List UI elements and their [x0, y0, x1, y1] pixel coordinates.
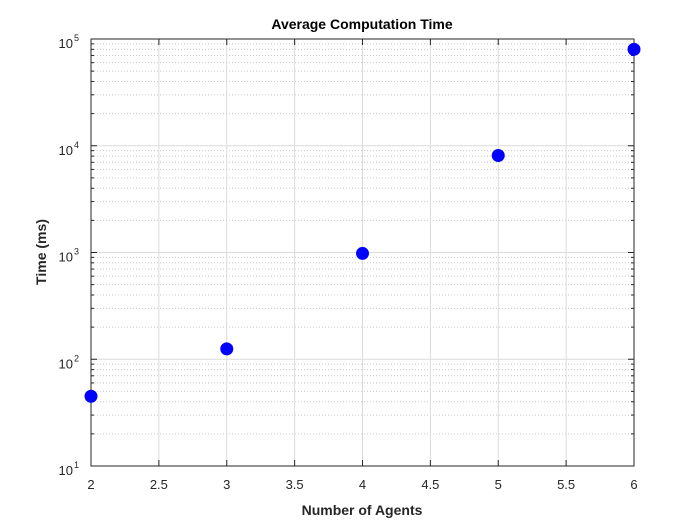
x-tick-label: 3.5 — [286, 477, 304, 492]
y-tick-exponent: 1 — [74, 460, 79, 470]
y-axis-label: Time (ms) — [33, 219, 49, 285]
x-tick-label: 5 — [495, 477, 502, 492]
y-tick-base: 10 — [59, 143, 73, 158]
x-tick-label: 6 — [630, 477, 637, 492]
y-tick-base: 10 — [59, 356, 73, 371]
y-tick-label: 10 3 — [59, 247, 79, 265]
data-point — [627, 42, 641, 56]
y-tick-base: 10 — [59, 250, 73, 265]
axis-ticks — [90, 38, 635, 467]
data-point — [491, 149, 505, 163]
data-point — [356, 246, 369, 260]
y-tick-exponent: 4 — [74, 140, 79, 150]
x-tick-label: 3 — [223, 477, 230, 492]
x-tick-label: 2 — [87, 477, 94, 492]
x-tick-labels: 2 2.5 3 3.5 4 4.5 5 5.5 6 — [87, 477, 637, 492]
y-tick-exponent: 5 — [74, 33, 79, 43]
data-point — [84, 389, 98, 403]
data-points — [84, 42, 641, 403]
y-tick-exponent: 2 — [74, 353, 79, 363]
x-tick-label: 5.5 — [557, 477, 575, 492]
x-axis-label: Number of Agents — [302, 502, 423, 518]
y-tick-exponent: 3 — [74, 247, 79, 257]
x-tick-label: 2.5 — [150, 477, 168, 492]
y-tick-label: 10 1 — [59, 460, 79, 478]
x-tick-label: 4 — [359, 477, 366, 492]
y-tick-base: 10 — [59, 36, 73, 51]
y-tick-label: 10 4 — [59, 140, 79, 158]
y-tick-base: 10 — [59, 463, 73, 478]
x-tick-label: 4.5 — [421, 477, 439, 492]
data-point — [220, 342, 234, 356]
y-tick-label: 10 2 — [59, 353, 79, 371]
chart-title: Average Computation Time — [271, 16, 452, 32]
y-tick-label: 10 5 — [59, 33, 79, 51]
